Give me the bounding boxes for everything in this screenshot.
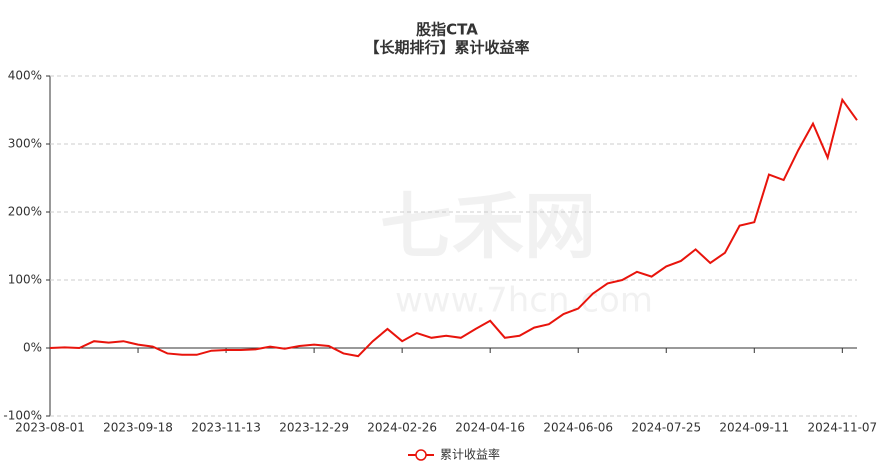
y-tick-label: 0% xyxy=(23,341,42,355)
y-tick-label: 300% xyxy=(8,137,42,151)
series-line xyxy=(49,97,858,358)
x-tick-label: 2023-12-29 xyxy=(279,421,349,435)
legend-label: 累计收益率 xyxy=(440,447,500,462)
y-tick-label: 200% xyxy=(8,205,42,219)
y-tick-label: -100% xyxy=(3,409,42,423)
x-tick-label: 2023-09-18 xyxy=(103,421,173,435)
y-tick-label: 100% xyxy=(8,273,42,287)
chart-subtitle: 【长期排行】累计收益率 xyxy=(364,39,529,57)
chart-title: 股指CTA xyxy=(416,21,478,39)
x-tick-label: 2023-11-13 xyxy=(191,421,261,435)
y-tick-label: 400% xyxy=(8,69,42,83)
x-tick-label: 2024-04-16 xyxy=(455,421,525,435)
x-tick-label: 2024-07-25 xyxy=(631,421,701,435)
x-tick-label: 2023-08-01 xyxy=(15,421,85,435)
legend-marker xyxy=(415,449,427,461)
watermark-url: www.7hcn.com xyxy=(395,281,653,321)
x-tick-label: 2024-09-11 xyxy=(719,421,789,435)
watermark: 七禾网 xyxy=(380,185,596,269)
x-tick-label: 2024-11-07 xyxy=(807,421,877,435)
x-tick-label: 2024-06-06 xyxy=(543,421,613,435)
x-tick-label: 2024-02-26 xyxy=(367,421,437,435)
